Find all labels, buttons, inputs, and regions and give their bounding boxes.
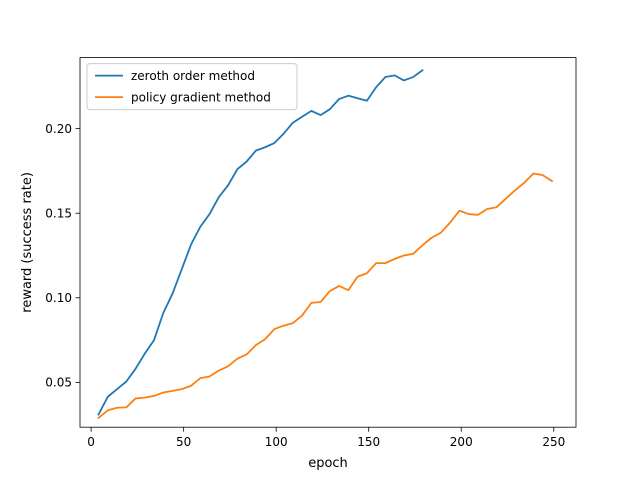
- y-axis: 0.05 0.10 0.15 0.20: [45, 122, 80, 390]
- x-tick-label: 250: [542, 435, 565, 449]
- x-axis-label: epoch: [308, 456, 348, 471]
- series-line-0: [97, 69, 424, 416]
- y-tick-label: 0.05: [45, 376, 72, 390]
- y-axis-label: reward (success rate): [20, 172, 35, 313]
- legend-label: zeroth order method: [131, 69, 255, 83]
- series-line-1: [97, 172, 554, 420]
- legend-box: [86, 63, 298, 111]
- legend-label: policy gradient method: [131, 90, 271, 104]
- plot-frame: [79, 57, 577, 428]
- x-tick-label: 50: [176, 435, 191, 449]
- x-tick-label: 0: [87, 435, 95, 449]
- legend: zeroth order method policy gradient metho…: [86, 63, 298, 111]
- x-tick-label: 200: [450, 435, 473, 449]
- y-tick-label: 0.20: [45, 122, 72, 136]
- y-tick-label: 0.15: [45, 207, 72, 221]
- series-layer: [97, 69, 554, 420]
- x-tick-label: 100: [265, 435, 288, 449]
- x-tick-label: 150: [357, 435, 380, 449]
- y-tick-label: 0.10: [45, 291, 72, 305]
- x-axis: 0 50 100 150 200 250: [87, 427, 565, 449]
